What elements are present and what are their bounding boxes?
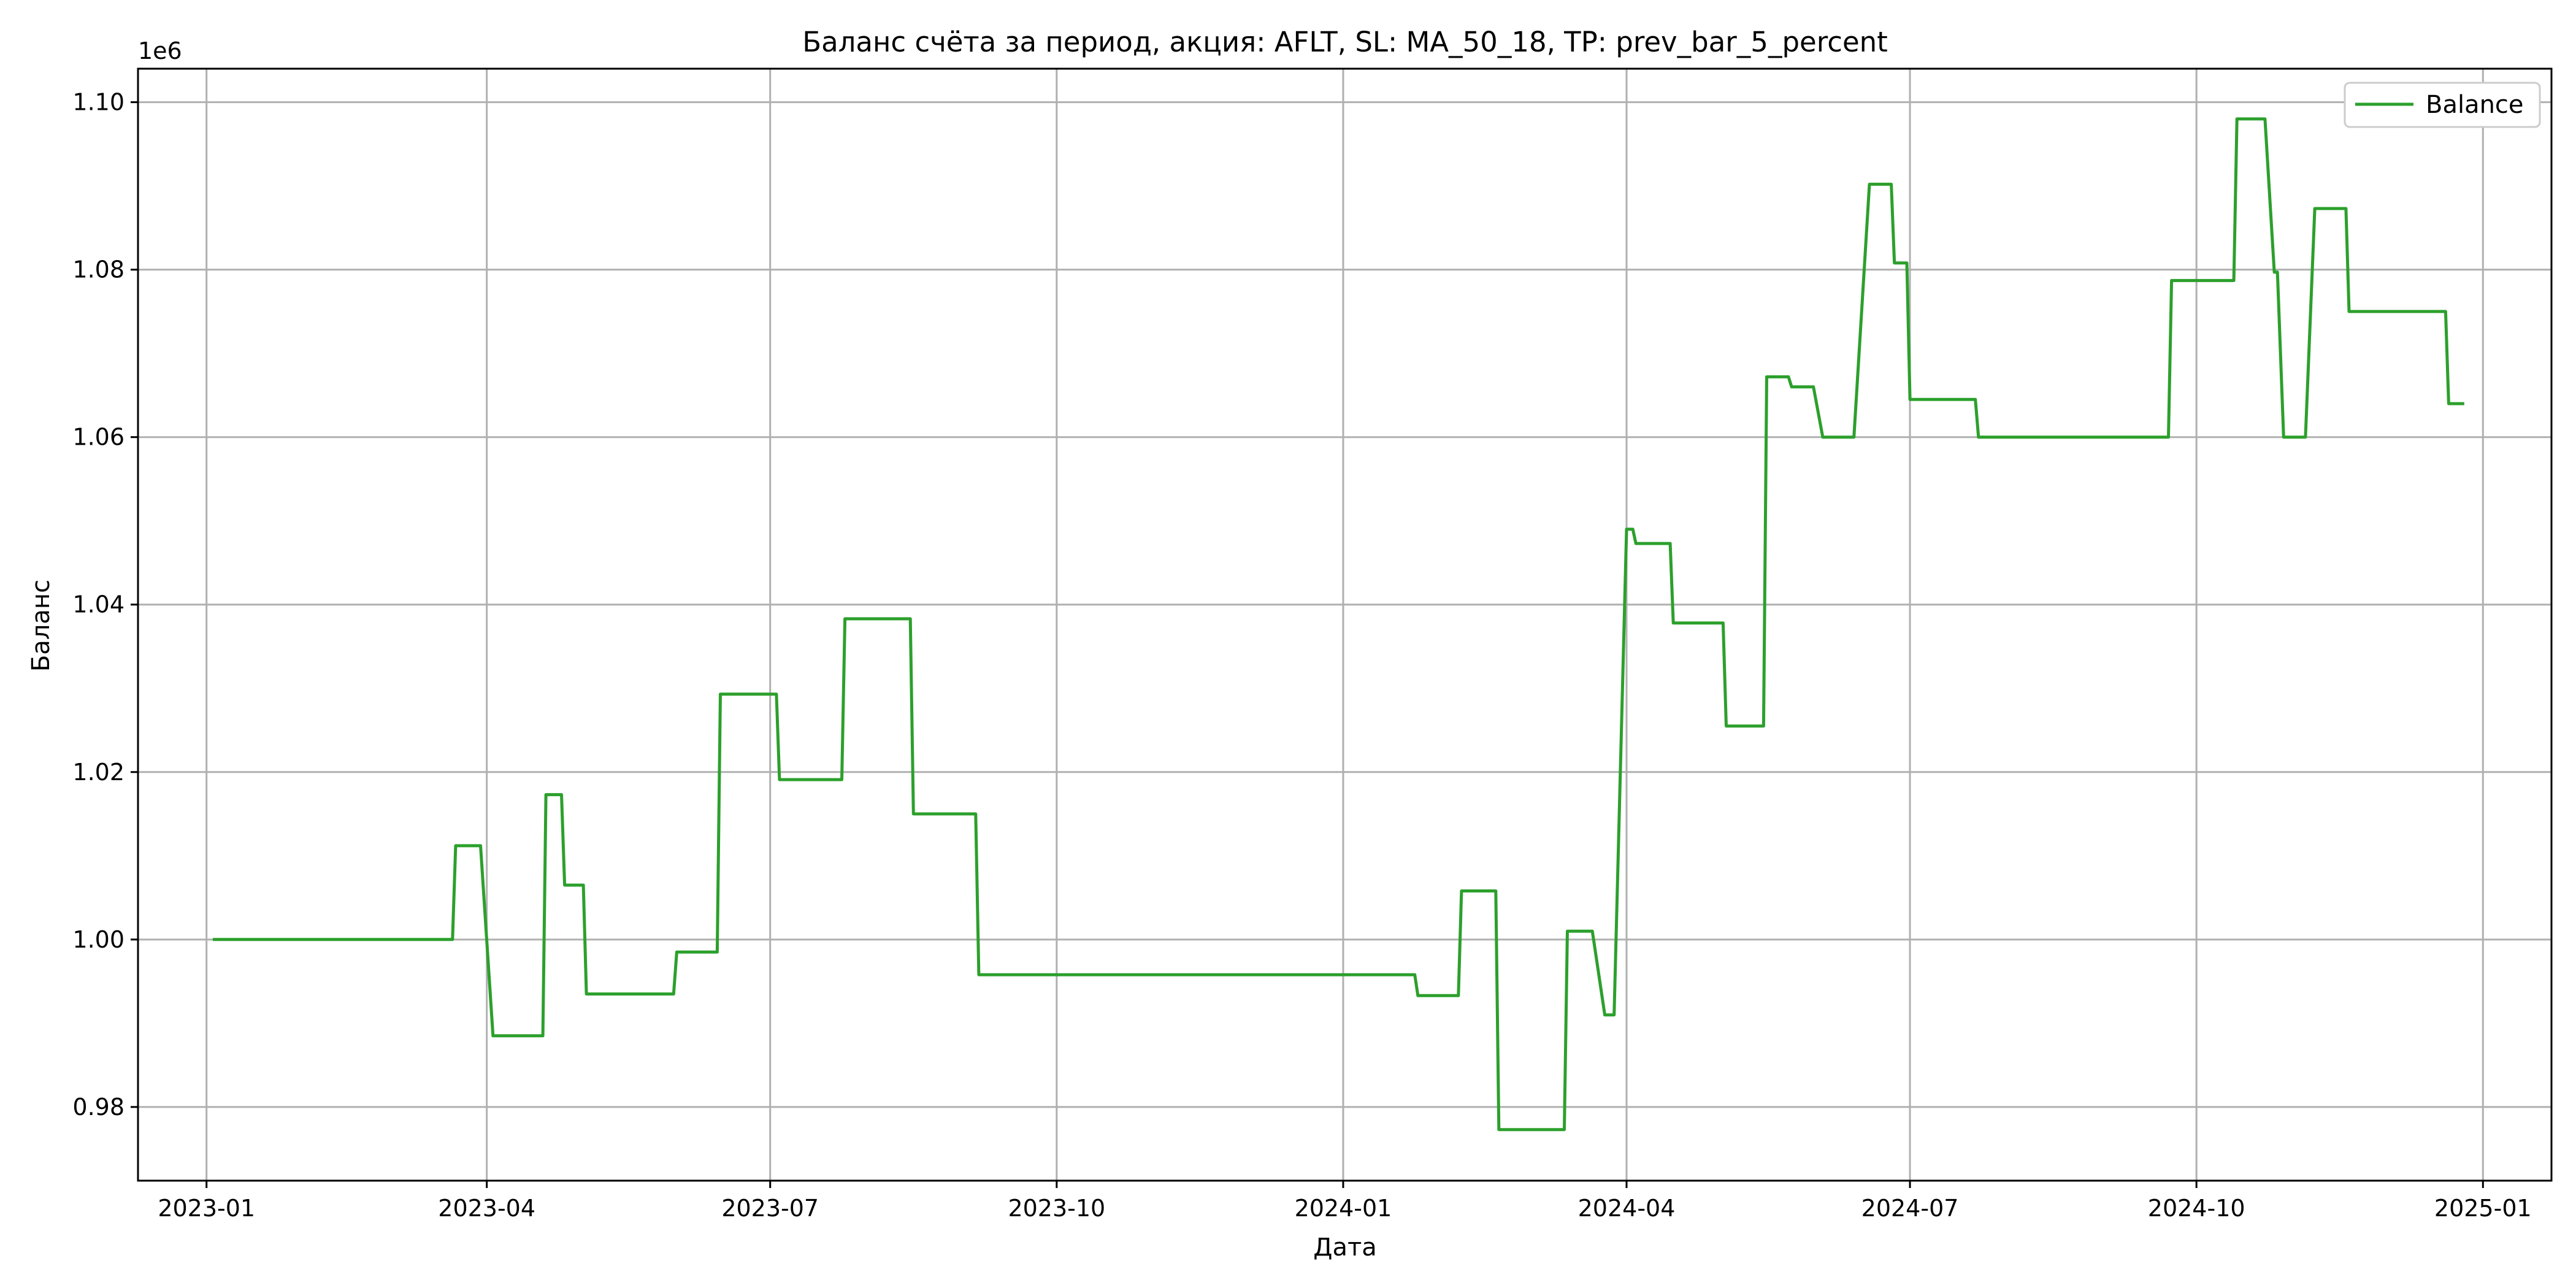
y-axis-label: Баланс — [27, 580, 55, 672]
plot-frame — [137, 67, 2553, 1182]
legend-box — [2344, 82, 2541, 128]
y-axis-ticks: 0.98 1.00 1.02 1.04 1.06 1.08 1.10 — [72, 89, 138, 1121]
y-tick-label: 1.04 — [72, 591, 125, 618]
legend: Balance — [2344, 82, 2541, 128]
y-tick-label: 0.98 — [72, 1094, 125, 1121]
y-offset-label: 1e6 — [138, 37, 182, 64]
x-tick-label: 2023-01 — [158, 1195, 255, 1222]
x-tick-label: 2023-04 — [438, 1195, 535, 1222]
x-tick-label: 2024-04 — [1578, 1195, 1676, 1222]
legend-label: Balance — [2426, 91, 2524, 119]
x-tick-label: 2024-10 — [2148, 1195, 2245, 1222]
x-tick-label: 2023-10 — [1008, 1195, 1105, 1222]
x-tick-label: 2024-01 — [1295, 1195, 1392, 1222]
x-axis-label: Дата — [1313, 1233, 1377, 1262]
series-layer — [212, 117, 2464, 1132]
x-axis-ticks: 2023-01 2023-04 2023-07 2023-10 2024-01 2024-… — [158, 1181, 2532, 1222]
series-line-balance — [212, 117, 2464, 1132]
y-tick-label: 1.08 — [72, 256, 125, 283]
y-tick-label: 1.02 — [72, 759, 125, 786]
y-tick-label: 1.06 — [72, 424, 125, 451]
chart-title: Баланс счёта за период, акция: AFLT, SL:… — [802, 26, 1888, 58]
x-tick-label: 2025-01 — [2434, 1195, 2532, 1222]
x-tick-label: 2024-07 — [1861, 1195, 1959, 1222]
y-tick-label: 1.10 — [72, 89, 125, 116]
y-tick-label: 1.00 — [72, 926, 125, 953]
x-tick-label: 2023-07 — [721, 1195, 819, 1222]
